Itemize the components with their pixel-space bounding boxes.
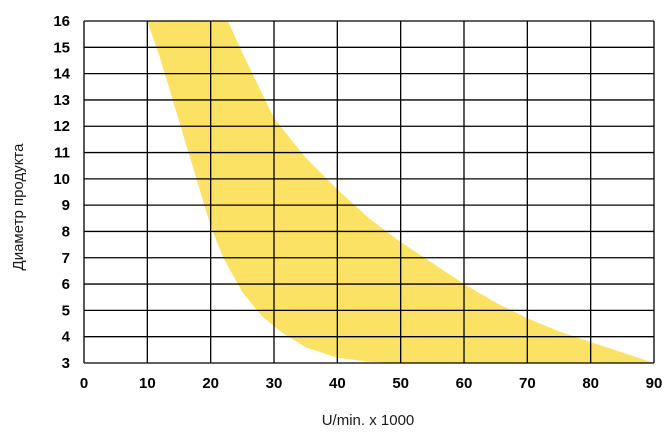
y-tick-label: 13	[53, 92, 70, 109]
y-tick-label: 5	[62, 302, 70, 319]
x-tick-label: 30	[266, 375, 283, 392]
y-tick-label: 14	[53, 66, 70, 83]
y-tick-label: 8	[62, 223, 70, 240]
x-tick-label: 20	[202, 375, 219, 392]
y-tick-label: 4	[62, 329, 71, 346]
y-tick-label: 16	[53, 13, 70, 30]
y-tick-label: 10	[53, 171, 70, 188]
x-tick-label: 70	[519, 375, 536, 392]
x-tick-label: 40	[329, 375, 346, 392]
y-tick-label: 9	[62, 197, 70, 214]
x-tick-label: 50	[392, 375, 409, 392]
y-tick-label: 15	[53, 39, 70, 56]
x-tick-label: 60	[456, 375, 473, 392]
y-tick-label: 3	[62, 355, 70, 372]
x-tick-label: 80	[582, 375, 599, 392]
y-tick-label: 11	[54, 145, 70, 162]
y-tick-label: 6	[62, 276, 70, 293]
x-tick-label: 0	[80, 375, 88, 392]
x-tick-label: 10	[139, 375, 156, 392]
tick-labels: 0 10 20 30 40 50 60 70 80 90 3 4 5 6 7 8 9 10 11 12 13 14 15 16	[53, 13, 662, 392]
y-tick-label: 7	[62, 250, 70, 267]
x-axis-title: U/min. x 1000	[322, 412, 415, 429]
x-tick-label: 90	[646, 375, 663, 392]
y-tick-label: 12	[53, 118, 70, 135]
y-axis-title: Диаметр продукта	[10, 143, 27, 271]
grid-layer	[83, 20, 655, 364]
